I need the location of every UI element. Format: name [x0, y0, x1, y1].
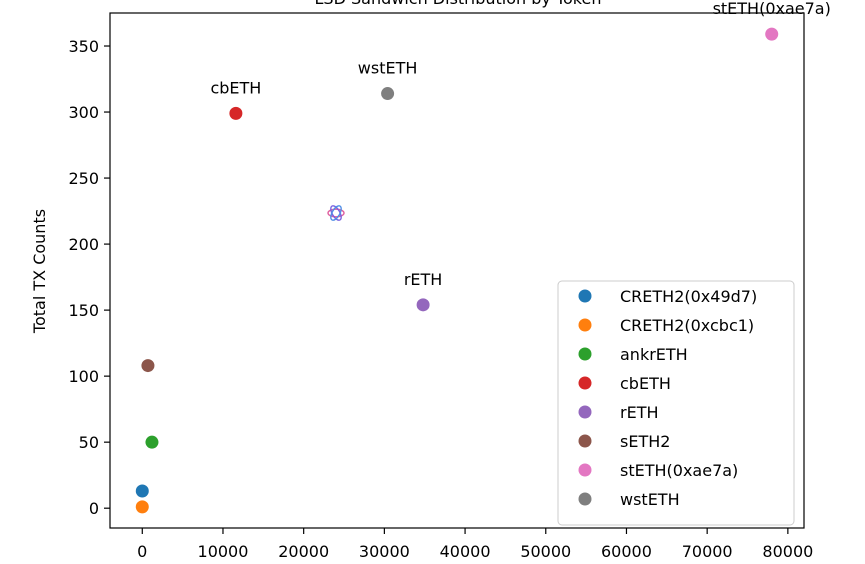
data-point	[229, 106, 243, 120]
y-tick-label: 300	[68, 103, 99, 122]
data-point	[416, 298, 430, 312]
legend-label: ankrETH	[620, 345, 688, 364]
legend-marker	[578, 347, 592, 361]
legend-label: CRETH2(0x49d7)	[620, 287, 757, 306]
data-point	[145, 435, 159, 449]
y-tick-label: 200	[68, 235, 99, 254]
legend-label: CRETH2(0xcbc1)	[620, 316, 754, 335]
y-tick-label: 250	[68, 169, 99, 188]
data-point	[141, 359, 155, 373]
y-tick-label: 150	[68, 301, 99, 320]
legend-label: sETH2	[620, 432, 670, 451]
data-point	[135, 500, 149, 514]
legend-frame	[557, 280, 795, 526]
point-annotation: cbETH	[210, 78, 261, 97]
y-axis-label: Total TX Counts	[30, 209, 49, 334]
data-point	[765, 27, 779, 41]
data-point	[381, 87, 395, 101]
y-tick-label: 50	[79, 433, 99, 452]
y-tick-label: 100	[68, 367, 99, 386]
point-annotation: stETH(0xae7a)	[713, 0, 831, 18]
legend-label: cbETH	[620, 374, 671, 393]
plot-frame	[109, 12, 805, 529]
x-tick-label: 70000	[682, 542, 733, 561]
legend-marker	[578, 405, 592, 419]
x-tick-label: 20000	[278, 542, 329, 561]
legend-marker	[578, 463, 592, 477]
chart-title: LSD Sandwich Distribution by Token	[315, 0, 602, 8]
openai-logo-icon	[327, 205, 345, 221]
legend-marker	[578, 434, 592, 448]
y-tick-label: 350	[68, 37, 99, 56]
axis-ticks: 0 10000 20000 30000 40000 50000 60000 70000 8000…	[68, 37, 813, 561]
data-point	[135, 484, 149, 498]
x-tick-label: 60000	[601, 542, 652, 561]
legend-label: wstETH	[620, 490, 680, 509]
legend-marker	[578, 376, 592, 390]
legend-marker	[578, 289, 592, 303]
x-tick-label: 50000	[520, 542, 571, 561]
y-tick-label: 0	[89, 499, 99, 518]
legend-marker	[578, 492, 592, 506]
x-tick-label: 10000	[198, 542, 249, 561]
point-annotation: wstETH	[358, 59, 418, 78]
x-tick-label: 0	[137, 542, 147, 561]
x-tick-label: 40000	[440, 542, 491, 561]
x-tick-label: 30000	[359, 542, 410, 561]
point-annotation: rETH	[404, 270, 443, 289]
x-tick-label: 80000	[762, 542, 813, 561]
legend-label: rETH	[620, 403, 659, 422]
legend-marker	[578, 318, 592, 332]
data-points	[135, 27, 779, 514]
legend-label: stETH(0xae7a)	[620, 461, 738, 480]
point-annotations: cbETH rETH stETH(0xae7a) wstETH	[210, 0, 830, 289]
legend: CRETH2(0x49d7) CRETH2(0xcbc1) ankrETH cbETH…	[557, 280, 795, 526]
